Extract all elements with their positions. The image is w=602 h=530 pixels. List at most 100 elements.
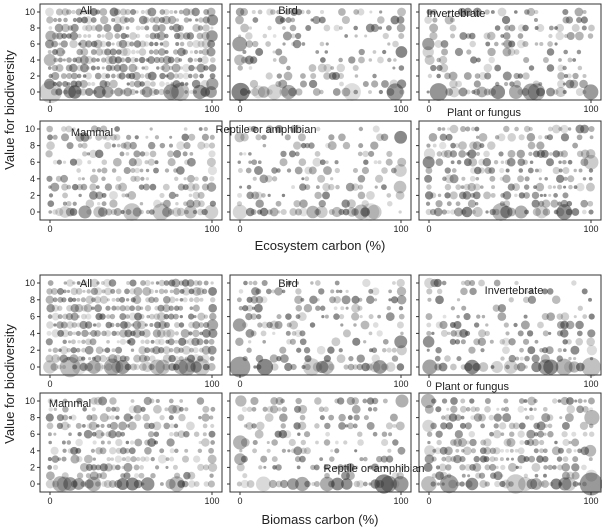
data-point — [94, 149, 104, 159]
panel-title: Invertebrate — [427, 8, 486, 20]
x-tick-label: 100 — [393, 496, 408, 506]
data-point — [518, 398, 525, 404]
data-point — [533, 448, 539, 454]
data-point — [308, 166, 317, 175]
data-point — [70, 454, 80, 464]
data-point — [462, 446, 472, 456]
data-point — [514, 448, 519, 453]
data-point — [474, 166, 482, 175]
data-point — [351, 303, 361, 313]
data-point — [175, 18, 180, 22]
data-point — [534, 473, 539, 478]
data-point — [516, 39, 526, 49]
data-point — [522, 159, 528, 165]
data-point — [51, 64, 59, 72]
data-point — [147, 158, 155, 166]
data-point — [123, 413, 132, 422]
data-point — [264, 413, 274, 422]
data-point — [289, 208, 298, 216]
data-point — [312, 157, 322, 167]
data-point — [188, 480, 196, 488]
data-point — [265, 175, 273, 183]
data-point — [87, 34, 92, 38]
data-point — [72, 478, 85, 490]
data-point — [505, 168, 510, 173]
data-point — [66, 57, 72, 63]
panel-frame — [229, 274, 412, 376]
data-point — [578, 168, 583, 173]
data-point — [47, 457, 52, 462]
data-point — [111, 305, 117, 311]
data-point — [47, 49, 52, 55]
data-point — [52, 48, 59, 56]
data-point — [192, 24, 201, 32]
data-point — [207, 14, 219, 26]
data-point — [561, 463, 571, 472]
data-point — [164, 407, 169, 412]
data-point — [164, 33, 169, 39]
data-point — [134, 158, 143, 167]
data-point — [69, 354, 79, 364]
data-point — [455, 481, 461, 487]
data-point — [90, 464, 98, 471]
data-point — [341, 199, 350, 208]
data-point — [116, 49, 122, 55]
data-point — [318, 288, 325, 295]
data-point — [458, 438, 467, 447]
data-point — [330, 177, 334, 181]
data-point — [206, 7, 216, 17]
data-point — [363, 481, 368, 487]
data-point — [69, 63, 78, 73]
data-point — [325, 42, 329, 46]
data-point — [568, 184, 573, 190]
data-point — [331, 206, 342, 218]
data-point — [77, 33, 82, 39]
data-point — [323, 166, 332, 175]
panel-title: All — [80, 5, 92, 17]
data-point — [252, 176, 257, 181]
data-point — [108, 480, 117, 488]
data-point — [272, 50, 276, 54]
data-point — [331, 72, 340, 80]
data-point — [394, 335, 408, 349]
data-point — [576, 405, 584, 414]
data-point — [169, 9, 174, 15]
data-point — [484, 72, 492, 80]
data-point — [57, 57, 63, 63]
data-point — [61, 329, 70, 338]
data-point — [362, 150, 369, 158]
data-point — [87, 135, 92, 140]
data-point — [300, 9, 305, 15]
data-point — [584, 444, 597, 457]
data-point — [545, 158, 554, 167]
data-point — [473, 455, 480, 463]
data-point — [557, 64, 565, 72]
data-point — [54, 23, 64, 33]
data-point — [158, 279, 166, 287]
data-point — [491, 361, 503, 373]
data-point — [372, 125, 380, 133]
data-point — [338, 8, 346, 16]
data-point — [298, 158, 307, 167]
data-point — [338, 422, 346, 430]
data-point — [555, 23, 565, 33]
data-point — [186, 421, 195, 431]
data-point — [524, 365, 528, 369]
data-point — [392, 423, 397, 428]
data-point — [68, 432, 72, 436]
data-point — [71, 183, 79, 191]
data-point — [456, 298, 461, 302]
data-point — [251, 423, 257, 429]
data-point — [500, 464, 506, 471]
data-point — [508, 462, 517, 472]
data-point — [86, 476, 102, 492]
data-point — [359, 457, 364, 462]
x-tick-label: 0 — [426, 496, 431, 506]
data-point — [140, 339, 145, 344]
data-point — [518, 465, 523, 470]
data-point — [562, 192, 569, 199]
data-point — [461, 176, 466, 181]
data-point — [499, 176, 504, 181]
x-tick-label: 100 — [204, 104, 219, 114]
